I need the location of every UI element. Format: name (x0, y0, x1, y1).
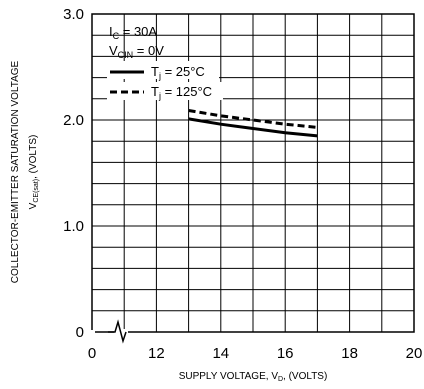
legend-25c-main: T (151, 64, 159, 79)
x-axis-label: SUPPLY VOLTAGE, VD, (VOLTS) (179, 371, 328, 383)
y-axis-label-line2-tail: , (VOLTS) (28, 135, 39, 179)
x-tick-label: 20 (406, 345, 423, 362)
series-line-25c (188, 117, 318, 138)
x-axis-label-tail: , (VOLTS) (283, 371, 327, 382)
y-tick-label: 3.0 (63, 6, 84, 23)
y-axis-break (89, 330, 95, 334)
y-axis-label-line2-sub: CE(sat) (33, 179, 40, 203)
y-tick-labels: 0 1.0 2.0 3.0 (63, 6, 84, 341)
x-axis-break (108, 319, 128, 344)
legend-row-1-backdrop (107, 61, 219, 79)
legend-label-125c: Tj = 125°C (151, 84, 212, 101)
condition-ic: IC = 30A (109, 24, 157, 41)
x-tick-label: 14 (212, 345, 229, 362)
legend-125c-sub: j (158, 91, 161, 101)
x-axis-label-main: SUPPLY VOLTAGE, V (179, 371, 279, 382)
condition-vcin: VCIN = 0V (109, 43, 164, 60)
y-tick-label: 0 (76, 324, 84, 341)
condition-ic-tail: = 30A (119, 24, 157, 39)
x-tick-label: 0 (88, 345, 96, 362)
condition-vcin-tail: = 0V (133, 43, 164, 58)
y-tick-label: 1.0 (63, 218, 84, 235)
plot-frame (91, 13, 415, 333)
series-layer (188, 109, 318, 138)
condition-ic-sub: C (113, 31, 120, 41)
legend-25c-tail: = 25°C (161, 64, 205, 79)
x-tick-label: 18 (341, 345, 358, 362)
condition-vcin-main: V (109, 43, 118, 58)
x-tick-label: 12 (148, 345, 165, 362)
condition-ic-main: I (109, 24, 113, 39)
x-axis-label-sub: D (278, 376, 283, 383)
legend-125c-tail: = 125°C (161, 84, 212, 99)
legend-25c-sub: j (158, 71, 161, 81)
legend-label-25c: Tj = 25°C (151, 64, 205, 81)
legend: IC = 30A VCIN = 0V Tj = 25°C Tj = 125°C (107, 24, 223, 101)
x-tick-label: 16 (277, 345, 294, 362)
legend-row-2-backdrop (107, 82, 223, 100)
y-axis-label-line2-main: V (28, 202, 39, 209)
condition-vcin-sub: CIN (118, 50, 134, 60)
x-tick-labels: 0 12 14 16 18 20 (88, 345, 423, 362)
y-axis-label-line1: COLLECTOR-EMITTER SATURATION VOLTAGE (10, 60, 21, 283)
y-axis-label-line2: VCE(sat), (VOLTS) (28, 135, 40, 210)
legend-125c-main: T (151, 84, 159, 99)
y-tick-label: 2.0 (63, 112, 84, 129)
